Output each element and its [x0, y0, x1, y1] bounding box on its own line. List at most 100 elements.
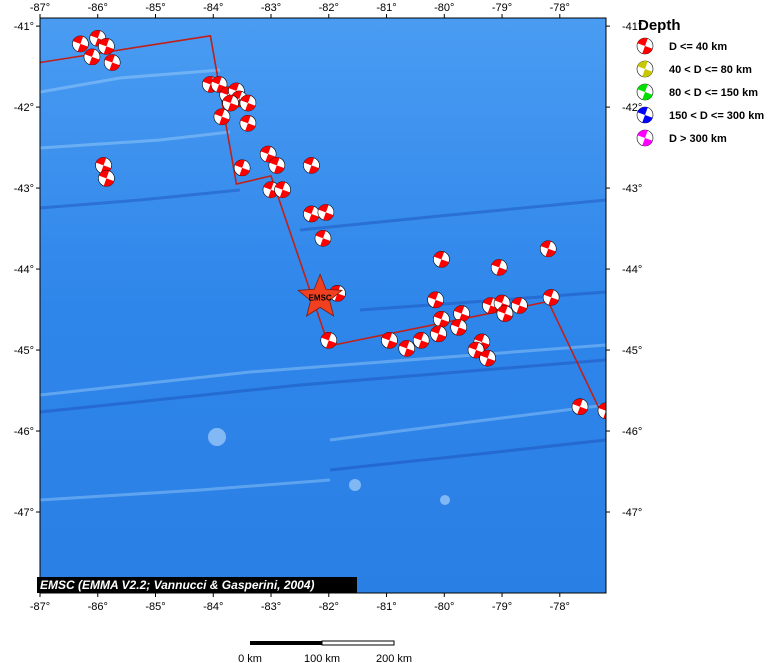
y-tick-label-left: -46°: [14, 426, 34, 438]
x-tick-label-bottom: -85°: [145, 601, 165, 613]
epicenter-label: EMSC: [309, 293, 332, 302]
focal-mechanism: [239, 114, 257, 132]
focal-mechanism: [103, 54, 121, 71]
fracture-zone-line: [40, 358, 606, 414]
epicenter-marker: EMSC: [297, 273, 344, 317]
fracture-zone-line: [40, 188, 241, 210]
seamount: [208, 428, 226, 446]
seamount: [349, 479, 361, 491]
x-tick-label-top: -81°: [376, 2, 396, 14]
fracture-zone-line: [299, 198, 606, 232]
x-tick-label-bottom: -79°: [492, 601, 512, 613]
focal-mechanism: [433, 310, 450, 328]
y-tick-label-left: -42°: [14, 102, 34, 114]
focal-mechanism: [303, 157, 320, 174]
focal-mechanism: [511, 297, 528, 314]
credit-box: [37, 577, 357, 593]
focal-mechanism: [303, 205, 320, 223]
scale-segment-2: [321, 640, 395, 646]
y-tick-label-right: -43°: [622, 183, 642, 195]
seamount: [440, 495, 450, 505]
focal-mechanism: [317, 204, 335, 221]
fracture-zone-line: [329, 438, 606, 472]
focal-mechanism: [239, 94, 257, 112]
y-tick-label-left: -44°: [14, 264, 34, 276]
y-tick-label-right: -41°: [622, 21, 642, 33]
focal-mechanism: [490, 259, 508, 276]
focal-mechanism: [222, 94, 239, 112]
legend-label-2: 40 < D <= 80 km: [669, 64, 752, 76]
x-tick-label-bottom: -80°: [434, 601, 454, 613]
legend-symbol-2: [636, 60, 654, 78]
x-tick-label-top: -85°: [145, 2, 165, 14]
legend-label-1: D <= 40 km: [669, 41, 727, 53]
focal-mechanism: [430, 325, 447, 343]
focal-mechanism: [539, 240, 557, 258]
focal-mechanism: [571, 398, 589, 416]
focal-mechanism: [72, 35, 89, 53]
y-tick-label-left: -45°: [14, 345, 34, 357]
legend-symbol-5: [636, 129, 654, 147]
legend-label-5: D > 300 km: [669, 133, 727, 145]
y-tick-label-right: -44°: [622, 264, 642, 276]
x-tick-label-top: -87°: [30, 2, 50, 14]
x-tick-label-bottom: -84°: [203, 601, 223, 613]
focal-mechanism: [479, 349, 496, 367]
x-tick-label-top: -84°: [203, 2, 223, 14]
legend-symbol-3: [636, 83, 654, 101]
focal-mechanism: [233, 159, 251, 177]
focal-mechanism: [398, 340, 416, 357]
y-tick-label-right: -42°: [622, 102, 642, 114]
focal-mechanism: [453, 305, 470, 322]
x-tick-label-bottom: -78°: [550, 601, 570, 613]
x-tick-label-top: -80°: [434, 2, 454, 14]
x-tick-label-top: -83°: [261, 2, 281, 14]
focal-mechanism: [83, 48, 101, 66]
focal-mechanism: [381, 332, 398, 349]
focal-mechanism: [314, 229, 332, 247]
legend-symbol-4: [636, 106, 654, 124]
x-tick-label-bottom: -83°: [261, 601, 281, 613]
focal-mechanism: [259, 145, 277, 163]
x-tick-label-top: -79°: [492, 2, 512, 14]
x-tick-label-bottom: -87°: [30, 601, 50, 613]
focal-mechanism: [542, 289, 560, 306]
focal-mechanism: [98, 170, 115, 187]
legend-label-3: 80 < D <= 150 km: [669, 87, 758, 99]
scale-label-100: 100 km: [304, 653, 340, 663]
focal-mechanism: [320, 332, 338, 349]
focal-mechanism: [597, 402, 606, 420]
focal-mechanism: [427, 291, 444, 309]
focal-mechanism: [268, 157, 286, 174]
epicenter-star: [297, 273, 344, 317]
y-tick-label-left: -47°: [14, 507, 34, 519]
scale-segment-1: [250, 641, 322, 645]
fracture-zone-line: [40, 478, 331, 502]
map-frame-ticks: -87° -87° -86° -86° -85° -85° -84° -84° -83° -83°…: [14, 2, 643, 613]
scale-bar: 0 km 100 km 200 km: [238, 640, 412, 663]
depth-legend: Depth D <= 40 km 40 < D <= 80 km 80 < D <=…: [636, 17, 764, 147]
legend-symbol-1: [636, 37, 654, 55]
focal-mechanism: [433, 251, 450, 268]
y-tick-label-left: -43°: [14, 183, 34, 195]
y-tick-label-right: -45°: [622, 345, 642, 357]
credit-text: EMSC (EMMA V2.2; Vannucci & Gasperini, 2…: [40, 578, 315, 592]
focal-mechanism: [450, 319, 468, 336]
x-tick-label-bottom: -82°: [319, 601, 339, 613]
legend-title: Depth: [638, 17, 681, 34]
x-tick-label-bottom: -81°: [376, 601, 396, 613]
fracture-zone-line: [40, 130, 231, 150]
x-tick-label-top: -86°: [88, 2, 108, 14]
x-tick-label-top: -82°: [319, 2, 339, 14]
fracture-zone-line: [329, 403, 606, 442]
map-area: EMSC: [40, 18, 606, 593]
focal-mechanisms: [72, 29, 606, 420]
focal-mechanism: [213, 108, 231, 126]
focal-mechanism: [98, 38, 115, 55]
focal-mechanism: [274, 181, 291, 198]
scale-label-200: 200 km: [376, 653, 412, 663]
focal-mechanism: [95, 157, 112, 174]
x-tick-label-top: -78°: [550, 2, 570, 14]
focal-mechanism: [412, 332, 430, 349]
